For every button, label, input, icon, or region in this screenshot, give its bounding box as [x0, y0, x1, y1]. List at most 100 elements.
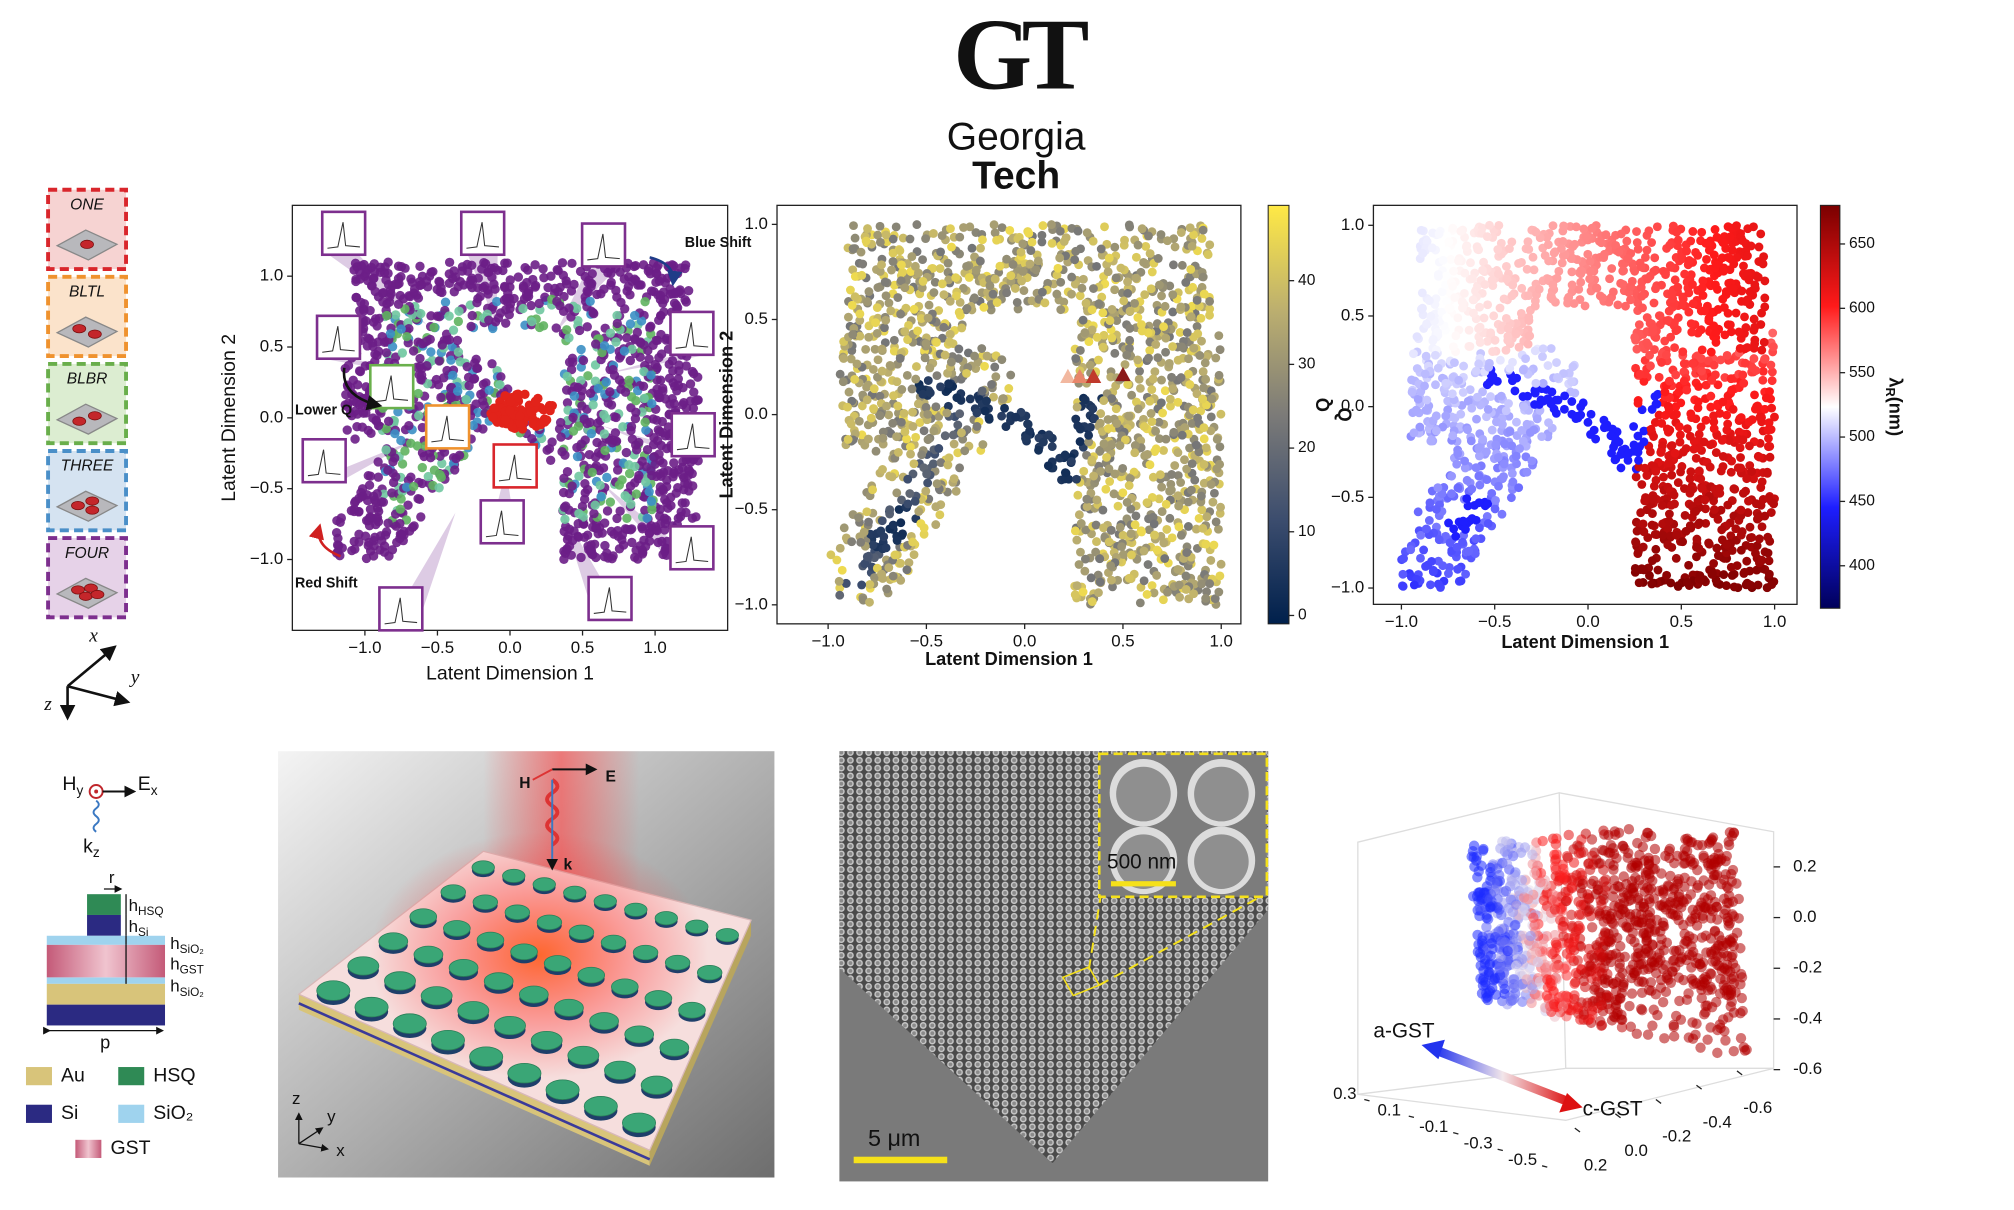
scatter-dot-decor	[1174, 502, 1183, 511]
scatter-dot-decor	[1750, 390, 1759, 399]
scatter-dot-decor	[1155, 281, 1164, 290]
scatter-dot-decor	[1026, 246, 1035, 255]
scatter-dot-decor	[636, 352, 645, 361]
scatter-dot-decor	[1112, 404, 1121, 413]
scatter-dot-decor	[901, 283, 910, 292]
scatter-dot-decor	[911, 433, 920, 442]
scatter-dot-decor	[576, 553, 585, 562]
scatter-dot-decor	[1156, 470, 1165, 479]
scatter-dot-decor	[1174, 448, 1183, 457]
scatter-dot-decor	[655, 427, 664, 436]
scatter-dot-decor	[1072, 475, 1081, 484]
scatter-dot-decor	[1638, 303, 1647, 312]
scatter-dot-decor	[1434, 272, 1443, 281]
scatter-dot-decor	[389, 478, 398, 487]
scatter-dot-decor	[1125, 574, 1134, 583]
scatter-dot-decor	[896, 518, 905, 527]
logo-line2: Tech	[972, 154, 1060, 197]
scatter-dot-decor	[416, 375, 425, 384]
scatter-dot-decor	[1450, 293, 1459, 302]
scatter-dot-decor	[1101, 485, 1110, 494]
scatter-dot-decor	[1132, 274, 1141, 283]
scatter-dot-decor	[1739, 379, 1748, 388]
scatter-dot-decor	[1549, 221, 1558, 230]
scatter-dot-decor	[1698, 484, 1707, 493]
scatter-dot-decor	[1737, 413, 1746, 422]
x-tick-label: 0.5	[1111, 632, 1134, 651]
scatter-dot-decor	[1201, 540, 1210, 549]
scatter-dot-decor	[484, 315, 493, 324]
scatter-dot-decor	[615, 375, 624, 384]
scatter-dot-decor	[1110, 243, 1119, 252]
config-disk	[73, 417, 86, 425]
scatter-dot-decor	[1747, 242, 1756, 251]
scatter-dot-decor	[1125, 324, 1134, 333]
scatter-dot-decor	[370, 349, 379, 358]
scatter-dot-decor	[873, 303, 882, 312]
scatter-dot-decor	[1169, 428, 1178, 437]
scatter-dot-decor	[929, 288, 938, 297]
scatter-dot-decor	[887, 266, 896, 275]
scatter-dot-decor	[1207, 480, 1216, 489]
scatter-dot-decor	[1112, 419, 1121, 428]
scatter-dot-decor	[1648, 556, 1657, 565]
scatter-dot-decor	[574, 519, 583, 528]
scatter-dot-decor	[1105, 477, 1114, 486]
scatter-dot-decor	[556, 432, 565, 441]
scatter-dot-decor	[583, 485, 592, 494]
scatter-dot-decor	[997, 355, 1006, 364]
scatter-dot-decor	[371, 498, 380, 507]
scatter-dot-decor	[1123, 498, 1132, 507]
scatter-dot-decor	[1459, 362, 1468, 371]
scatter-dot-decor	[932, 338, 941, 347]
scatter-dot-decor	[1105, 254, 1114, 263]
scatter-dot-decor	[1073, 403, 1082, 412]
scatter-dot-decor	[1650, 253, 1659, 262]
scatter-dot-decor	[1674, 236, 1683, 245]
scatter-dot-decor	[1173, 565, 1182, 574]
scatter-dot-decor	[626, 319, 635, 328]
axis-arrow	[68, 686, 128, 702]
scatter-dot-decor	[1531, 346, 1540, 355]
scatter-dot-decor	[584, 545, 593, 554]
scatter-dot-decor	[1640, 437, 1649, 446]
scatter-dot-decor	[1204, 250, 1213, 259]
scatter-dot-decor	[1635, 320, 1644, 329]
scatter-dot-decor	[922, 339, 931, 348]
scatter-dot-decor	[1646, 447, 1655, 456]
scatter-dot-decor	[876, 527, 885, 536]
scatter-dot-decor	[1079, 275, 1088, 284]
scatter-dot-decor	[1647, 580, 1656, 589]
scatter-dot-decor	[1056, 278, 1065, 287]
scatter-dot-decor	[400, 446, 409, 455]
scatter-dot-decor	[972, 266, 981, 275]
scatter-dot-decor	[1143, 590, 1152, 599]
scatter-dot-decor	[957, 324, 966, 333]
scatter-dot-decor	[882, 585, 891, 594]
scatter-dot-decor	[1104, 267, 1113, 276]
scatter-dot-decor	[1463, 425, 1472, 434]
x-axis-label: Latent Dimension 1	[1501, 632, 1669, 652]
scatter-dot-decor	[1102, 453, 1111, 462]
scatter-dot-decor	[1199, 226, 1208, 235]
scatter-dot-decor	[1494, 269, 1503, 278]
scatter-dot-decor	[1489, 311, 1498, 320]
scatter-dot-decor	[877, 570, 886, 579]
scatter-dot-decor	[1426, 312, 1435, 321]
x-tick-label: −0.5	[421, 638, 454, 657]
scatter-dot-decor	[1422, 406, 1431, 415]
y-tick-label: −0.5	[735, 499, 768, 518]
scatter-dot-decor	[1662, 351, 1671, 360]
scatter-dot-decor	[1120, 236, 1129, 245]
scatter-dot-decor	[854, 513, 863, 522]
scatter-dot-decor	[1170, 461, 1179, 470]
scatter-dot-decor	[1130, 448, 1139, 457]
scatter-dot-decor	[338, 543, 347, 552]
scatter-dot-decor	[1765, 556, 1774, 565]
scatter-dot-decor	[626, 500, 635, 509]
scatter-dot-decor	[900, 327, 909, 336]
scatter-dot-decor	[615, 480, 624, 489]
scatter-dot-decor	[889, 572, 898, 581]
scatter-dot-decor	[514, 272, 523, 281]
scatter-dot-decor	[857, 271, 866, 280]
